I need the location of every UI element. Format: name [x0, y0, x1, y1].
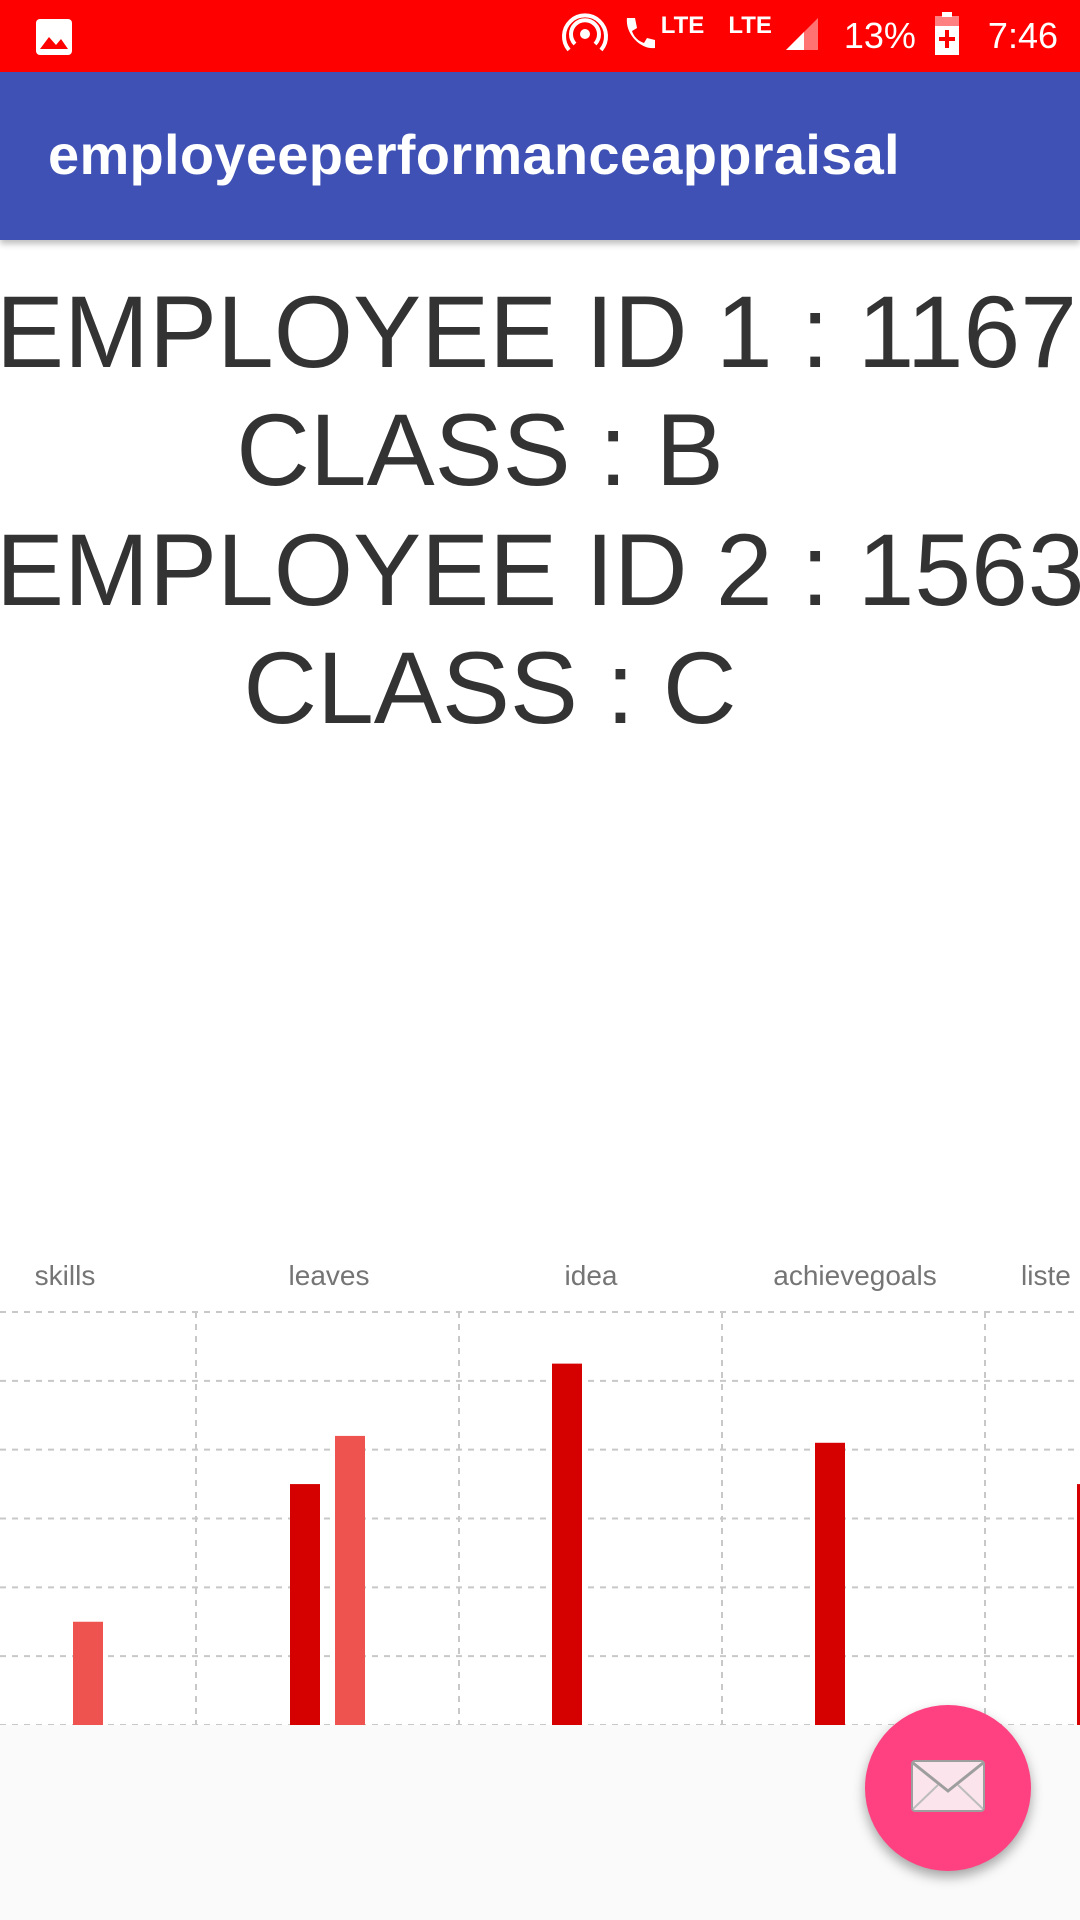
hotspot-icon	[561, 12, 609, 61]
bar-chart: skills leaves idea achievegoals liste	[0, 1255, 1080, 1726]
clock: 7:46	[987, 15, 1058, 56]
category-label: liste	[1021, 1260, 1071, 1291]
bar	[290, 1484, 320, 1725]
employee-2-line: EMPLOYEE ID 2 : 1563	[0, 513, 1080, 627]
bar-chart-svg: skills leaves idea achievegoals liste	[0, 1260, 1080, 1726]
category-label: leaves	[289, 1260, 370, 1291]
gallery-notification-icon	[34, 17, 74, 62]
battery-percent: 13%	[843, 15, 916, 56]
app-bar: employeeperformanceappraisal	[0, 72, 1080, 240]
category-label: achievegoals	[773, 1260, 936, 1291]
bar	[73, 1621, 103, 1725]
app-title: employeeperformanceappraisal	[48, 123, 900, 186]
category-label: idea	[565, 1260, 618, 1291]
bar	[335, 1435, 365, 1725]
lte-label-2: LTE	[728, 12, 772, 39]
status-bar: LTE LTE 13% 7:46	[0, 0, 1080, 72]
employee-1-line: EMPLOYEE ID 1 : 1167	[0, 275, 1077, 389]
employee-2-class: CLASS : C	[243, 631, 737, 745]
lte-label-1: LTE	[660, 12, 705, 39]
bar	[1077, 1484, 1080, 1725]
employee-1-class: CLASS : B	[236, 393, 724, 507]
mail-fab-button[interactable]	[865, 1705, 1031, 1871]
signal-icon	[784, 16, 820, 57]
bar	[815, 1442, 845, 1725]
battery-charging-icon	[934, 11, 960, 61]
category-label: skills	[35, 1260, 96, 1291]
volte-call-icon	[621, 14, 657, 59]
mail-icon	[910, 1759, 986, 1818]
results-content: EMPLOYEE ID 1 : 1167 CLASS : B EMPLOYEE …	[0, 240, 1080, 1720]
bar	[552, 1363, 582, 1725]
